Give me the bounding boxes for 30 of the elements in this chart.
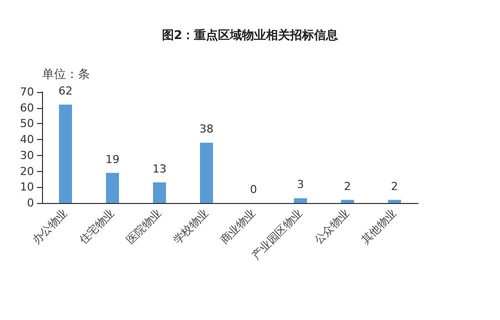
x-tick-label: 医院物业	[124, 206, 164, 247]
y-tick-label: 40	[20, 133, 34, 146]
y-tick-label: 60	[20, 101, 34, 114]
bar	[153, 182, 166, 203]
x-tick-label: 学校物业	[170, 206, 212, 247]
y-tick-label: 10	[20, 180, 34, 194]
data-label: 13	[152, 162, 166, 176]
x-tick-label: 商业物业	[218, 206, 258, 247]
data-label: 3	[297, 178, 304, 192]
y-tick-label: 70	[20, 86, 34, 98]
x-tick-label: 公众物业	[312, 206, 352, 247]
x-tick-label: 住宅物业	[76, 206, 118, 247]
data-label: 19	[106, 152, 120, 166]
y-axis-title: 单位：条	[42, 67, 90, 81]
bar	[294, 198, 307, 203]
data-label: 38	[200, 122, 214, 136]
bar	[388, 200, 401, 203]
chart-title: 图2：重点区域物业相关招标信息	[162, 28, 340, 42]
x-tick-label: 其他物业	[358, 206, 400, 247]
bar	[106, 172, 119, 203]
bar	[341, 200, 354, 203]
data-label: 2	[391, 180, 398, 193]
y-tick-label: 30	[20, 148, 34, 162]
data-label: 0	[250, 183, 257, 196]
data-label: 62	[58, 84, 72, 98]
bar	[200, 142, 213, 203]
bar	[59, 104, 72, 203]
y-tick-label: 20	[20, 164, 34, 178]
y-tick-label: 50	[20, 117, 34, 130]
data-label: 2	[344, 180, 351, 193]
